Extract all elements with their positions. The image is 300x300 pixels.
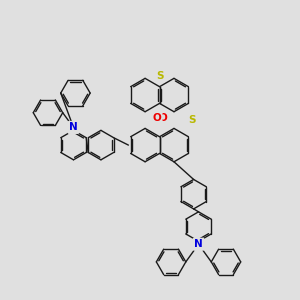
Text: N: N: [194, 239, 203, 249]
Text: N: N: [69, 122, 78, 132]
Text: S: S: [189, 115, 196, 125]
Text: O: O: [152, 113, 161, 123]
Text: O: O: [158, 113, 167, 123]
Text: S: S: [156, 71, 163, 81]
